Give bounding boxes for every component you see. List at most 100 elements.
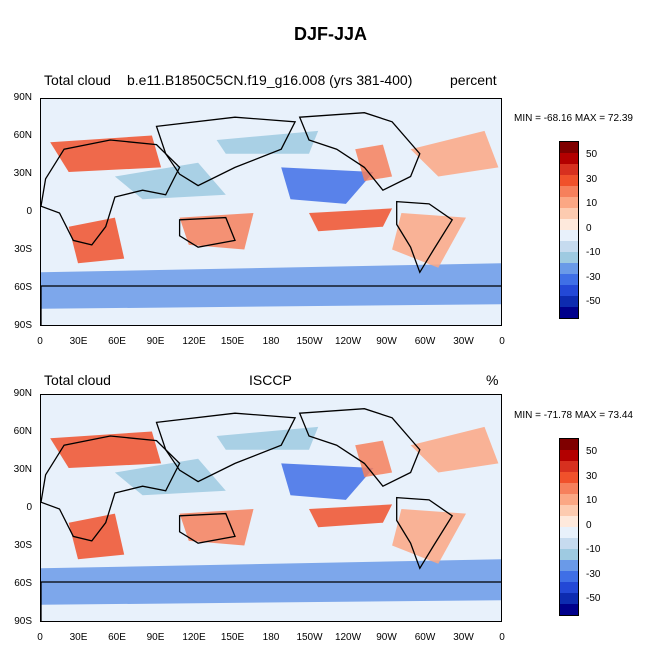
colorbar-swatch bbox=[560, 307, 578, 318]
latitude-label: 30S bbox=[14, 540, 32, 551]
map-panel-model: Total cloud b.e11.B1850C5CN.f19_g16.008 … bbox=[0, 70, 661, 370]
colorbar-swatch bbox=[560, 252, 578, 264]
longitude-label: 60W bbox=[414, 632, 436, 643]
colorbar-swatch bbox=[560, 527, 578, 539]
longitude-label: 30E bbox=[69, 336, 88, 347]
longitude-label: 120E bbox=[182, 336, 206, 347]
colorbar-swatch bbox=[560, 142, 578, 154]
coastline bbox=[41, 139, 181, 246]
longitude-label: 120W bbox=[334, 336, 362, 347]
colorbar-swatch bbox=[560, 241, 578, 253]
longitude-label: 150E bbox=[220, 632, 245, 643]
colorbar-swatch bbox=[560, 483, 578, 495]
positive-anomaly-region bbox=[355, 440, 393, 478]
longitude-label: 0 bbox=[499, 632, 505, 643]
latitude-label: 30S bbox=[14, 244, 32, 255]
colorbar-swatch bbox=[560, 296, 578, 308]
min-max-readout: MIN = -71.78 MAX = 73.44 bbox=[514, 410, 633, 421]
colorbar-swatch bbox=[560, 549, 578, 561]
positive-anomaly-region bbox=[68, 217, 125, 264]
colorbar-swatch bbox=[560, 197, 578, 209]
latitude-label: 60S bbox=[14, 578, 32, 589]
colorbar-swatch bbox=[560, 219, 578, 231]
min-max-readout: MIN = -68.16 MAX = 72.39 bbox=[514, 113, 633, 124]
longitude-label: 90W bbox=[376, 632, 397, 643]
negative-anomaly-region bbox=[281, 463, 374, 500]
colorbar-swatch bbox=[560, 560, 578, 572]
longitude-label: 30W bbox=[453, 336, 474, 347]
latitude-label: 90S bbox=[14, 616, 32, 627]
longitude-label: 30W bbox=[453, 632, 474, 643]
map-panel-observations: Total cloud ISCCP % MIN = -71.78 MAX = 7… bbox=[0, 366, 661, 666]
coastline bbox=[155, 412, 297, 483]
longitude-label: 60E bbox=[108, 336, 126, 347]
longitude-label: 90E bbox=[146, 336, 165, 347]
colorbar-swatch bbox=[560, 186, 578, 198]
positive-anomaly-region bbox=[410, 426, 499, 473]
colorbar-tick-label: 30 bbox=[586, 173, 598, 185]
latitude-label: 90N bbox=[13, 388, 32, 399]
colorbar-swatch bbox=[560, 274, 578, 286]
longitude-label: 0 bbox=[37, 336, 43, 347]
longitude-label: 60E bbox=[108, 632, 126, 643]
colorbar-tick-label: 0 bbox=[586, 519, 592, 531]
colorbar-swatch bbox=[560, 472, 578, 484]
colorbar-swatch bbox=[560, 285, 578, 297]
longitude-label: 90E bbox=[146, 632, 165, 643]
coastline bbox=[155, 116, 297, 187]
latitude-label: 60N bbox=[13, 130, 32, 141]
coastline bbox=[396, 496, 454, 570]
negative-anomaly-region bbox=[281, 167, 374, 204]
colorbar-swatch bbox=[560, 582, 578, 594]
colorbar bbox=[559, 141, 579, 319]
colorbar-swatch bbox=[560, 164, 578, 176]
colorbar-tick-label: 0 bbox=[586, 222, 592, 234]
latitude-label: 0 bbox=[26, 206, 32, 217]
colorbar-tick-label: 10 bbox=[586, 495, 598, 506]
latitude-label: 60N bbox=[13, 426, 32, 437]
colorbar-swatch bbox=[560, 593, 578, 605]
coastline bbox=[178, 216, 236, 248]
longitude-label: 60W bbox=[414, 336, 436, 347]
colorbar-swatch bbox=[560, 175, 578, 187]
latitude-label: 60S bbox=[14, 282, 32, 293]
colorbar-tick-label: -30 bbox=[586, 271, 601, 283]
panel-label-left: Total cloud bbox=[44, 372, 111, 388]
colorbar-tick-label: -10 bbox=[586, 247, 601, 258]
figure-title: DJF-JJA bbox=[293, 24, 368, 44]
negative-anomaly-region bbox=[216, 426, 319, 450]
longitude-label: 150W bbox=[296, 632, 323, 643]
longitude-label: 90W bbox=[376, 336, 397, 347]
colorbar-swatch bbox=[560, 461, 578, 473]
longitude-label: 150W bbox=[296, 336, 323, 347]
colorbar-swatch bbox=[560, 450, 578, 462]
longitude-label: 180 bbox=[262, 632, 280, 643]
colorbar-tick-label: -50 bbox=[586, 593, 601, 604]
coastline bbox=[178, 512, 236, 544]
positive-anomaly-region bbox=[410, 130, 499, 177]
panel-label-center: ISCCP bbox=[249, 372, 292, 388]
positive-anomaly-region bbox=[68, 513, 125, 560]
colorbar-tick-label: -30 bbox=[586, 568, 601, 580]
panel-label-center: b.e11.B1850C5CN.f19_g16.008 (yrs 381-400… bbox=[127, 72, 413, 88]
positive-anomaly-region bbox=[309, 208, 393, 232]
coastline bbox=[298, 408, 421, 488]
colorbar-swatch bbox=[560, 516, 578, 528]
latitude-label: 30N bbox=[13, 464, 32, 475]
longitude-label: 120W bbox=[334, 632, 362, 643]
colorbar-tick-label: 10 bbox=[586, 198, 598, 209]
colorbar-tick-label: 30 bbox=[586, 470, 598, 482]
latitude-label: 0 bbox=[26, 502, 32, 513]
colorbar-swatch bbox=[560, 153, 578, 165]
longitude-label: 180 bbox=[262, 336, 280, 347]
colorbar-swatch bbox=[560, 505, 578, 517]
positive-anomaly-region bbox=[50, 135, 162, 172]
coastline bbox=[41, 285, 501, 325]
latitude-label: 90S bbox=[14, 320, 32, 331]
map-plot-area bbox=[40, 98, 502, 326]
colorbar-swatch bbox=[560, 439, 578, 451]
colorbar-swatch bbox=[560, 230, 578, 242]
coastline bbox=[298, 112, 421, 192]
colorbar-tick-label: -50 bbox=[586, 296, 601, 307]
negative-anomaly-region bbox=[216, 130, 319, 154]
